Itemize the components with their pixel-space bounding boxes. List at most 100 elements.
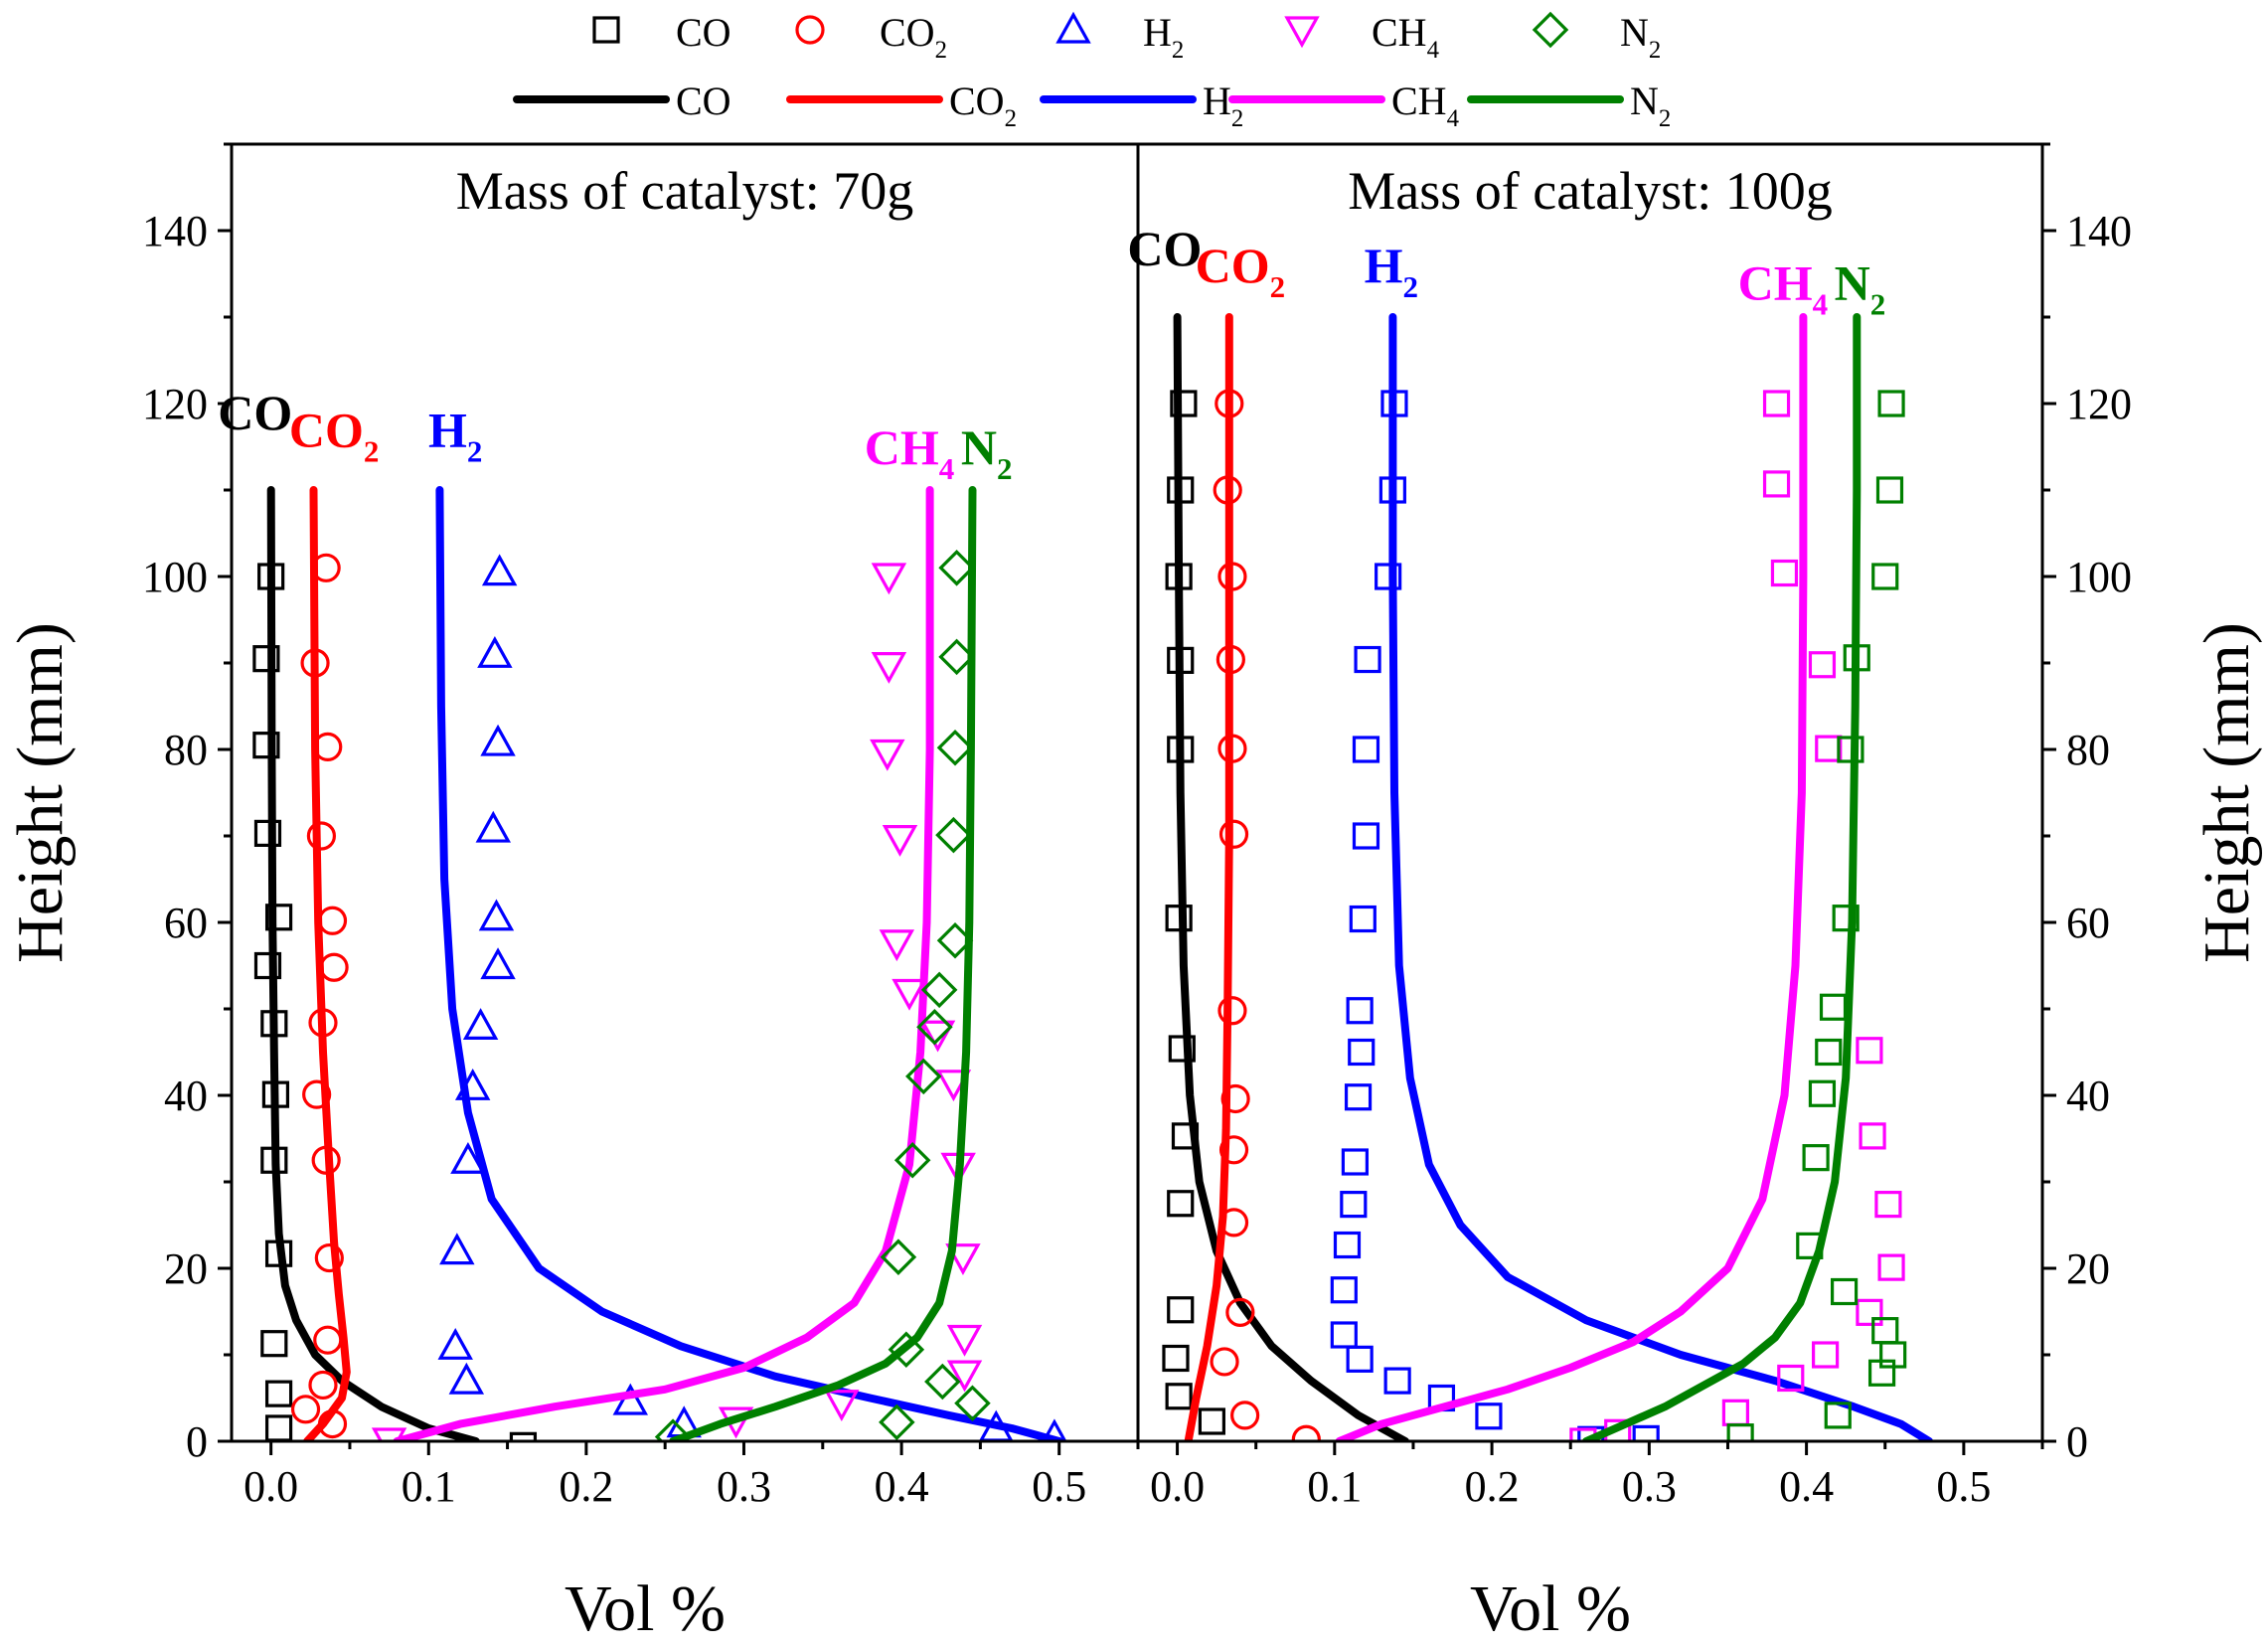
y-tick-label-left: 0 — [186, 1417, 208, 1466]
data-point-0 — [257, 563, 285, 590]
data-point-0 — [871, 563, 907, 595]
curve-label-ch4: CH4 — [865, 419, 955, 486]
data-point-2 — [313, 732, 343, 761]
y-axis-title-right: Height (mm) — [2190, 622, 2263, 963]
label-subscript: 2 — [1649, 37, 1661, 64]
data-point-4 — [879, 929, 915, 962]
series-line-co2 — [303, 486, 351, 1441]
data-point-8 — [450, 1141, 486, 1174]
data-point-13 — [290, 1395, 321, 1424]
data-point-4 — [1217, 734, 1247, 763]
label-subscript: 2 — [467, 434, 483, 469]
data-point-4 — [478, 899, 515, 931]
data-point-5 — [1856, 1037, 1883, 1065]
label-main: CH — [1372, 10, 1427, 55]
data-point-11 — [1210, 1347, 1239, 1377]
label-main: CO — [880, 10, 935, 55]
data-point-0 — [311, 553, 341, 582]
legend-marker-item: N2 — [1532, 10, 1661, 64]
data-point-1 — [1875, 476, 1904, 504]
label-main: CO — [1196, 238, 1270, 293]
label-main: CH — [1738, 255, 1813, 311]
y-tick-label-left: 100 — [142, 553, 208, 601]
data-point-0 — [1170, 390, 1198, 417]
legend-marker-item: CO — [592, 10, 731, 55]
data-point-7 — [1815, 1038, 1843, 1067]
label-main: CO — [1127, 221, 1202, 276]
data-point-3 — [475, 810, 512, 843]
data-point-7 — [1874, 1191, 1902, 1219]
data-point-1 — [1167, 476, 1195, 504]
y-tick-label-right: 120 — [2066, 380, 2132, 428]
panel-title: Mass of catalyst: 100g — [1348, 161, 1832, 221]
data-point-1 — [300, 648, 330, 678]
series-line-ch4 — [393, 486, 934, 1441]
data-point-2 — [1871, 563, 1899, 590]
data-point-11 — [448, 1362, 485, 1395]
data-point-12 — [1198, 1407, 1225, 1435]
data-point-2 — [1375, 563, 1402, 590]
legend-line-label: N2 — [1630, 79, 1671, 132]
data-point-3 — [1843, 644, 1870, 672]
data-point-0 — [938, 550, 975, 586]
data-point-15 — [1042, 1418, 1067, 1441]
x-tick-label: 0.2 — [559, 1462, 613, 1511]
data-point-6 — [1349, 905, 1377, 933]
data-point-7 — [1171, 1122, 1200, 1150]
y-tick-label-left: 80 — [164, 726, 208, 774]
data-point-8 — [1167, 1190, 1195, 1218]
data-point-13 — [879, 1403, 915, 1441]
data-point-14 — [1569, 1427, 1597, 1441]
legend-marker-label: CO2 — [880, 10, 947, 64]
data-point-5 — [1218, 819, 1249, 849]
data-point-4 — [264, 904, 293, 931]
label-subscript: 2 — [1659, 105, 1671, 132]
label-main: N — [1835, 255, 1870, 311]
data-point-9 — [1344, 1083, 1373, 1111]
data-point-18 — [1475, 1402, 1503, 1430]
data-point-0 — [1877, 390, 1905, 417]
x-tick-label: 0.1 — [1307, 1462, 1362, 1511]
label-subscript: 2 — [1870, 287, 1886, 322]
data-point-4 — [1352, 736, 1380, 763]
data-point-11 — [264, 1380, 293, 1407]
legend-line-label: H2 — [1203, 79, 1243, 132]
label-subscript: 2 — [997, 451, 1013, 486]
y-tick-label-right: 40 — [2066, 1072, 2110, 1120]
data-point-11 — [1777, 1364, 1805, 1393]
data-point-4 — [1532, 11, 1569, 49]
y-tick-label-left: 20 — [164, 1244, 208, 1293]
data-point-5 — [1165, 905, 1193, 932]
legend-marker-item: CO2 — [795, 10, 947, 64]
data-point-2 — [936, 729, 974, 766]
data-point-8 — [893, 1141, 931, 1179]
data-point-8 — [1808, 1079, 1837, 1107]
series-h2 — [435, 486, 1067, 1441]
data-point-16 — [1383, 1367, 1411, 1395]
data-point-9 — [1167, 1296, 1195, 1324]
data-point-6 — [1168, 1035, 1196, 1063]
label-main: CO — [218, 385, 292, 440]
panel-1: 0.0 0.1 0.2 0.3 0.4 0.5 Vol % Mass of catalyst:… — [218, 161, 1140, 1645]
y-tick-label-left: 120 — [142, 380, 208, 428]
y-tick-label-right: 100 — [2066, 553, 2132, 601]
series-ch4 — [1335, 313, 1905, 1441]
data-point-6 — [462, 1008, 499, 1041]
series-line-h2 — [435, 486, 1063, 1441]
x-tick-label: 0.3 — [717, 1462, 771, 1511]
data-point-5 — [253, 951, 282, 980]
data-point-9 — [314, 1242, 344, 1273]
axes: 0 0 20 20 40 40 60 60 80 80 100 100 120 120 140 140 Heig… — [4, 142, 2263, 1466]
data-point-13 — [1291, 1424, 1321, 1441]
data-point-9 — [1856, 1298, 1883, 1326]
data-point-19 — [1577, 1425, 1605, 1441]
data-point-10 — [437, 1328, 473, 1360]
data-point-3 — [1354, 645, 1381, 674]
series-line-co — [266, 486, 480, 1441]
label-main: H — [1143, 10, 1172, 55]
series-line-co2 — [1184, 313, 1233, 1441]
data-point-8 — [311, 1145, 341, 1175]
label-main: CO — [949, 79, 1005, 123]
label-subscript: 4 — [1813, 287, 1829, 322]
data-point-13 — [1871, 1317, 1899, 1345]
